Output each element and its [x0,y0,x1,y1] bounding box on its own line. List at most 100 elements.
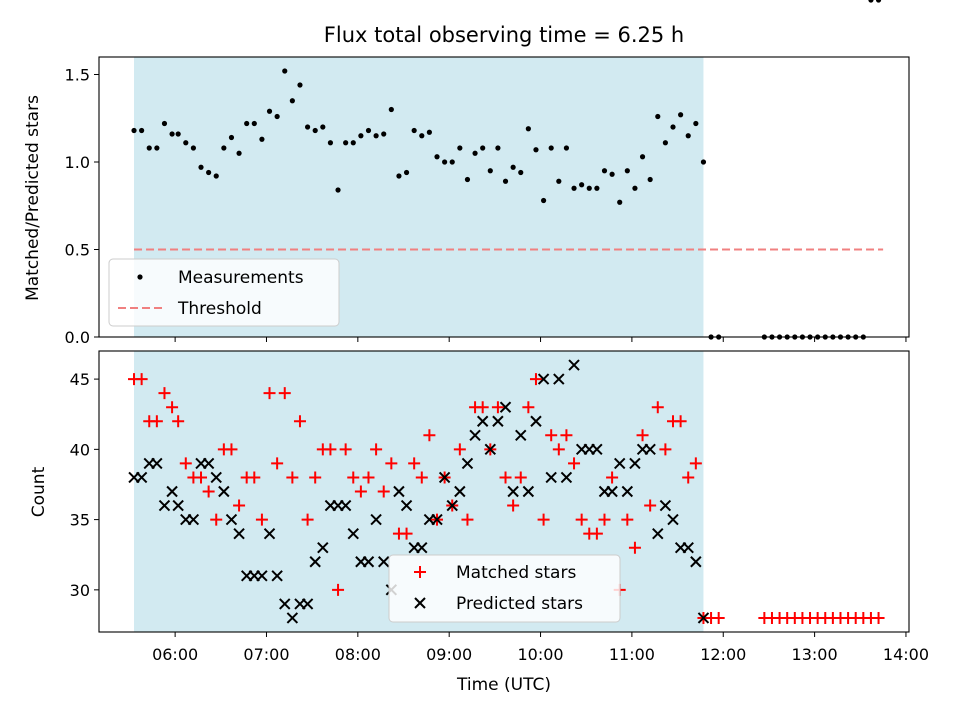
predicted-star-point [187,513,200,526]
measurement-point [350,140,356,146]
predicted-star-point [279,598,291,610]
measurement-point [175,131,181,137]
predicted-star-point [545,471,557,484]
measurement-point [411,127,417,134]
measurement-point [875,0,882,3]
top-legend: Measurements Threshold [108,258,340,327]
predicted-star-point [659,499,672,512]
matched-star-point [293,415,306,428]
measurement-point [297,82,303,88]
measurement-point [662,140,668,146]
x-tick-label: 11:00 [609,645,655,664]
measurement-point [525,126,531,132]
matched-star-point [248,471,261,484]
matched-star-point [476,401,489,414]
predicted-star-point [621,485,634,498]
top-marks [131,0,884,340]
predicted-star-point [378,556,390,568]
measurement-point [335,187,341,193]
predicted-star-point [172,499,184,512]
measurement-point [236,150,242,156]
measurement-point [282,68,288,74]
matched-star-point [659,443,672,456]
predicted-star-point [690,556,702,568]
y-tick-label: 0.0 [65,328,90,347]
matched-star-point [499,471,512,484]
measurement-point [563,145,570,151]
predicted-star-point [476,415,489,427]
predicted-star-point [210,471,222,484]
predicted-star-point [400,499,413,512]
matched-star-point [385,457,398,470]
matched-star-point [324,443,337,456]
predicted-star-point [317,541,329,554]
matched-star-point [210,513,223,526]
predicted-star-point [301,598,314,610]
predicted-star-point [135,471,148,484]
predicted-star-point [499,401,512,413]
predicted-star-point [614,457,626,470]
measurement-point [221,145,227,151]
bottom-axes-frame [98,350,910,633]
predicted-star-point [454,485,466,498]
matched-star-point [491,401,504,414]
predicted-star-point [339,499,352,512]
matched-star-point [278,387,291,400]
measurement-point [533,147,539,153]
measurement-point [464,176,471,183]
measurement-point [609,171,615,177]
matched-star-point [674,415,687,428]
matched-star-point [339,443,352,456]
predicted-star-point [446,499,458,512]
x-tick-label: 08:00 [335,645,381,664]
y-tick-label: 1.5 [65,66,90,85]
y-tick-label: 40 [70,440,90,459]
top-x-ticks [174,337,907,342]
matched-star-point [225,443,238,456]
matched-star-point [575,513,588,526]
bottom-y-axis-label: Count [29,466,49,517]
matched-star-point [537,513,550,526]
predicted-star-point [416,541,428,554]
predicted-star-point [158,499,171,512]
x-tick-label: 09:00 [426,645,472,664]
matched-star-point [568,457,581,470]
matched-star-point [286,471,299,484]
y-tick-label: 35 [70,511,90,530]
measurement-point [601,168,608,174]
measurement-point [131,127,137,134]
matched-star-point [179,457,192,470]
predicted-star-point [347,527,359,540]
matched-star-point [301,513,314,526]
bottom-legend-box [388,554,621,623]
matched-star-point [606,471,619,484]
legend-matched-marker [414,566,426,578]
measurement-point [274,113,280,120]
measurement-point [213,173,219,179]
measurement-point [198,164,204,170]
measurement-point [403,169,410,176]
measurement-point [594,185,600,191]
predicted-star-point [697,612,710,624]
predicted-star-point [393,485,405,498]
measurement-point [518,169,524,176]
top-legend-box [108,258,340,327]
predicted-star-point [515,429,527,442]
predicted-star-point [568,359,580,371]
matched-star-point [651,401,664,414]
matched-star-point [135,373,148,386]
measurement-point [244,120,250,127]
measurement-point [343,140,349,146]
x-tick-label: 06:00 [152,645,198,664]
measurement-point [442,159,448,165]
predicted-star-point [522,485,535,498]
chart-title: Flux total observing time = 6.25 h [324,23,684,47]
predicted-star-point [553,373,565,385]
measurement-point [617,199,623,205]
predicted-star-point [469,429,481,442]
measurement-point [426,129,432,135]
x-tick-label: 14:00 [883,645,929,664]
predicted-star-point [362,556,375,568]
measurement-point [586,185,592,191]
